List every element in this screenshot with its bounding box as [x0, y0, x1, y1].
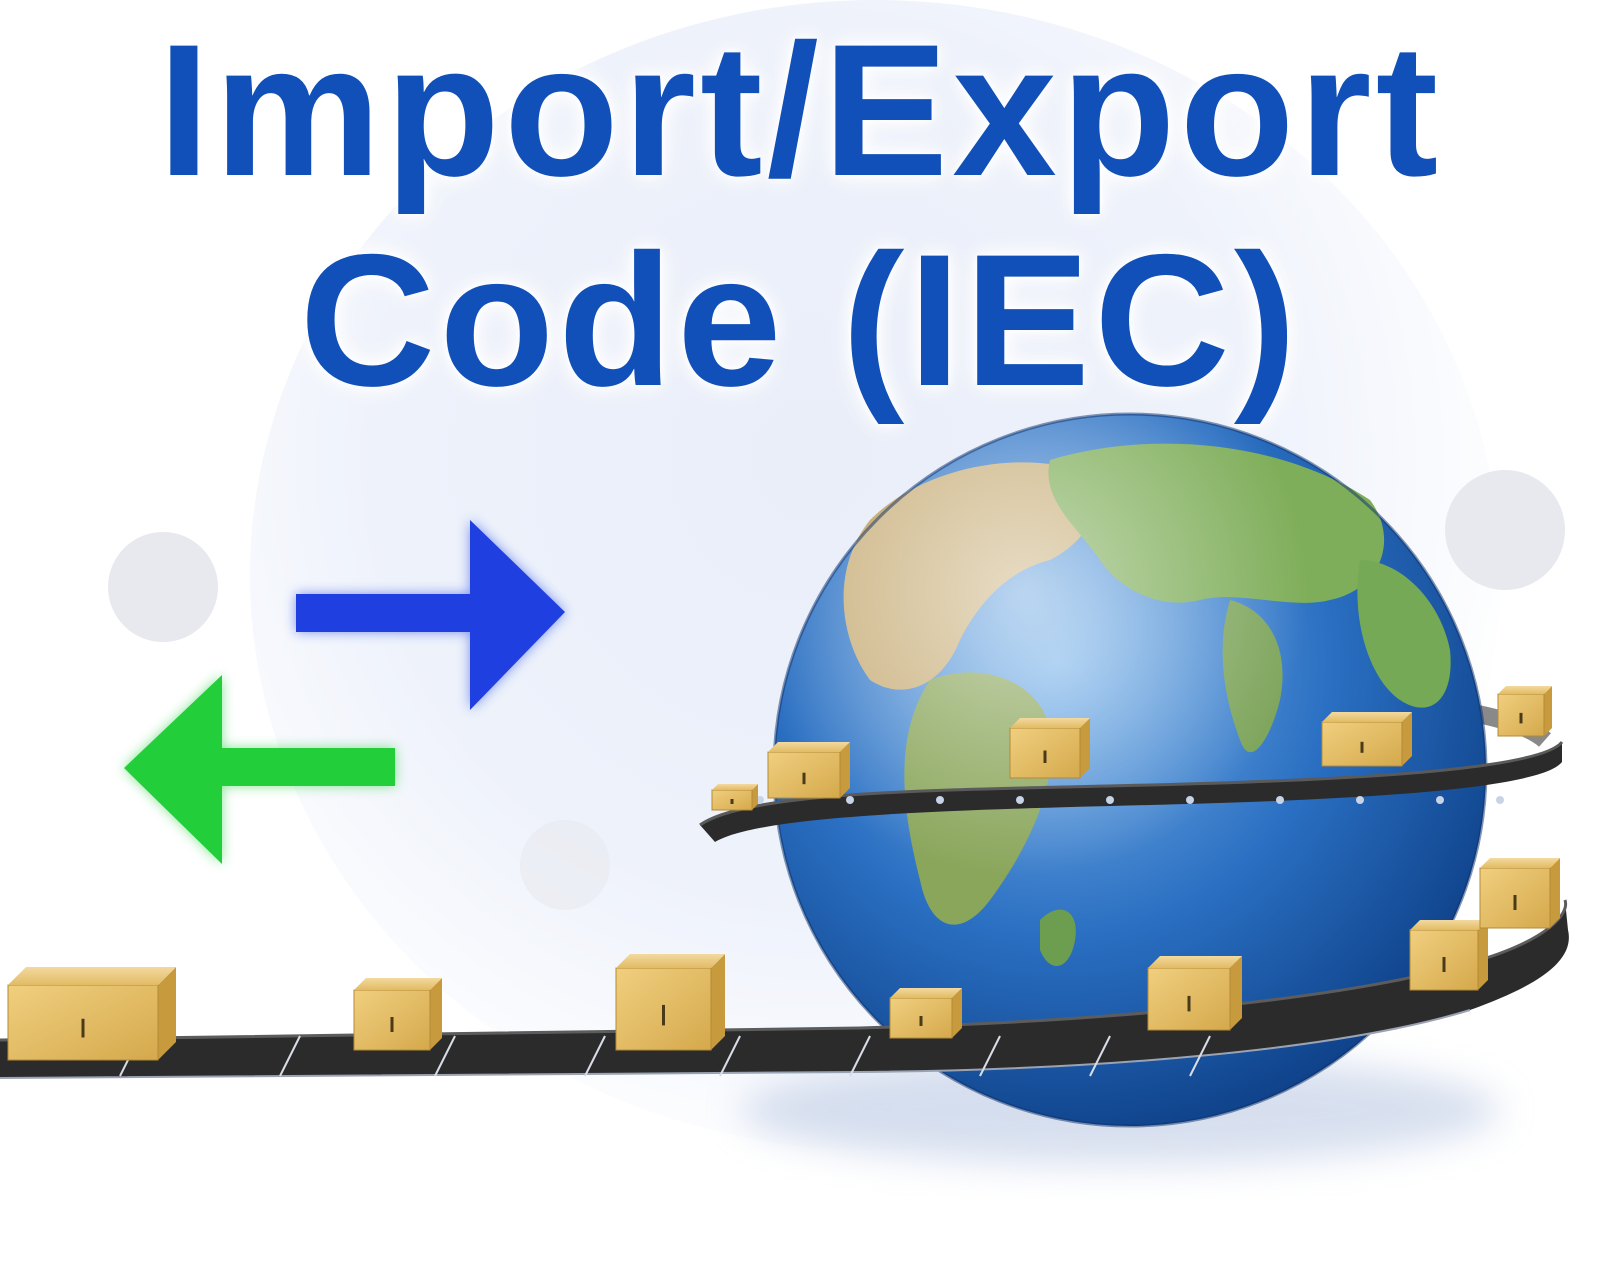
- page-title-line-2: Code (IEC): [299, 215, 1301, 425]
- cardboard-box-icon: [1009, 718, 1090, 779]
- belt-slat: [584, 1035, 606, 1077]
- background-dot: [520, 820, 610, 910]
- belt-roller: [1276, 796, 1284, 804]
- background-dot: [108, 532, 218, 642]
- belt-slat: [1189, 1035, 1211, 1077]
- cardboard-box-icon: [1409, 920, 1488, 991]
- belt-slat: [719, 1035, 741, 1077]
- page-title-line-1: Import/Export: [157, 5, 1443, 215]
- background-dot: [1445, 470, 1565, 590]
- belt-roller: [1016, 796, 1024, 804]
- belt-slat: [434, 1035, 456, 1077]
- cardboard-box-icon: [767, 742, 850, 799]
- cardboard-box-icon: [1147, 956, 1242, 1031]
- conveyor-belt-ring: [699, 740, 1564, 842]
- belt-slat: [849, 1035, 871, 1077]
- cardboard-box-icon: [615, 954, 725, 1051]
- belt-roller: [1496, 796, 1504, 804]
- cardboard-box-icon: [1497, 686, 1552, 737]
- export-arrow-icon: [296, 520, 565, 710]
- box-group: [7, 686, 1560, 1061]
- belt-slat: [979, 1035, 1001, 1077]
- cardboard-box-icon: [1479, 858, 1560, 929]
- cardboard-box-icon: [889, 988, 962, 1039]
- cardboard-box-icon: [353, 978, 442, 1051]
- belt-roller: [846, 796, 854, 804]
- globe-icon: [772, 412, 1488, 1128]
- belt-roller: [936, 796, 944, 804]
- belt-roller: [1356, 796, 1364, 804]
- belt-roller: [1186, 796, 1194, 804]
- import-arrow-icon: [124, 675, 395, 864]
- conveyor-belt: [0, 899, 1569, 1079]
- belt-roller: [1106, 796, 1114, 804]
- belt-roller: [1436, 796, 1444, 804]
- cardboard-box-icon: [1321, 712, 1412, 767]
- belt-slat: [1089, 1035, 1111, 1077]
- cardboard-box-icon: [7, 967, 176, 1061]
- cardboard-box-icon: [711, 784, 758, 811]
- belt-slat: [279, 1035, 301, 1077]
